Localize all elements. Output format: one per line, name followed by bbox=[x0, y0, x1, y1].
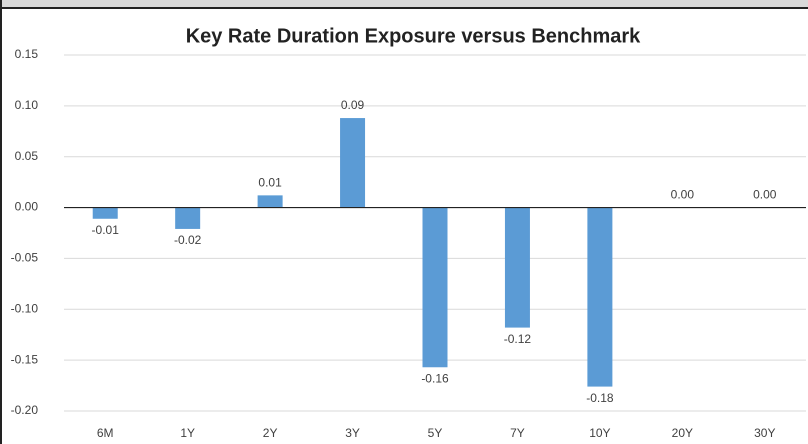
y-tick-label: -0.05 bbox=[11, 251, 39, 265]
data-label: 0.00 bbox=[753, 188, 777, 202]
bar bbox=[92, 207, 118, 219]
x-tick-label: 20Y bbox=[672, 426, 693, 440]
bar bbox=[257, 195, 283, 208]
bar bbox=[504, 207, 530, 328]
data-label: -0.12 bbox=[504, 332, 532, 346]
y-tick-label: 0.05 bbox=[15, 149, 39, 163]
x-tick-label: 6M bbox=[97, 426, 114, 440]
x-tick-label: 10Y bbox=[589, 426, 610, 440]
x-tick-label: 1Y bbox=[180, 426, 195, 440]
chart-title: Key Rate Duration Exposure versus Benchm… bbox=[186, 25, 641, 47]
data-label: 0.01 bbox=[258, 176, 282, 190]
window-strip bbox=[0, 0, 808, 8]
y-tick-label: 0.15 bbox=[15, 47, 39, 61]
data-label: -0.01 bbox=[92, 223, 120, 237]
y-tick-label: -0.10 bbox=[11, 301, 39, 315]
bar bbox=[175, 207, 201, 229]
data-label: -0.16 bbox=[421, 371, 449, 385]
x-tick-label: 3Y bbox=[345, 426, 360, 440]
y-tick-label: 0.00 bbox=[15, 200, 39, 214]
bar bbox=[422, 207, 448, 368]
x-tick-label: 7Y bbox=[510, 426, 525, 440]
x-tick-label: 30Y bbox=[754, 426, 775, 440]
y-tick-label: -0.20 bbox=[11, 403, 39, 417]
x-tick-label: 5Y bbox=[428, 426, 443, 440]
y-tick-label: -0.15 bbox=[11, 352, 39, 366]
data-label: -0.18 bbox=[586, 391, 614, 405]
bar bbox=[587, 207, 613, 387]
data-label: 0.00 bbox=[671, 188, 695, 202]
x-tick-label: 2Y bbox=[263, 426, 278, 440]
data-label: -0.02 bbox=[174, 233, 202, 247]
y-tick-label: 0.10 bbox=[15, 98, 39, 112]
data-label: 0.09 bbox=[341, 98, 365, 112]
bar bbox=[340, 118, 366, 208]
